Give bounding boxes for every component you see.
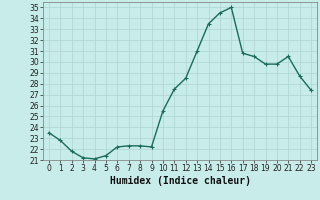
X-axis label: Humidex (Indice chaleur): Humidex (Indice chaleur): [109, 176, 251, 186]
